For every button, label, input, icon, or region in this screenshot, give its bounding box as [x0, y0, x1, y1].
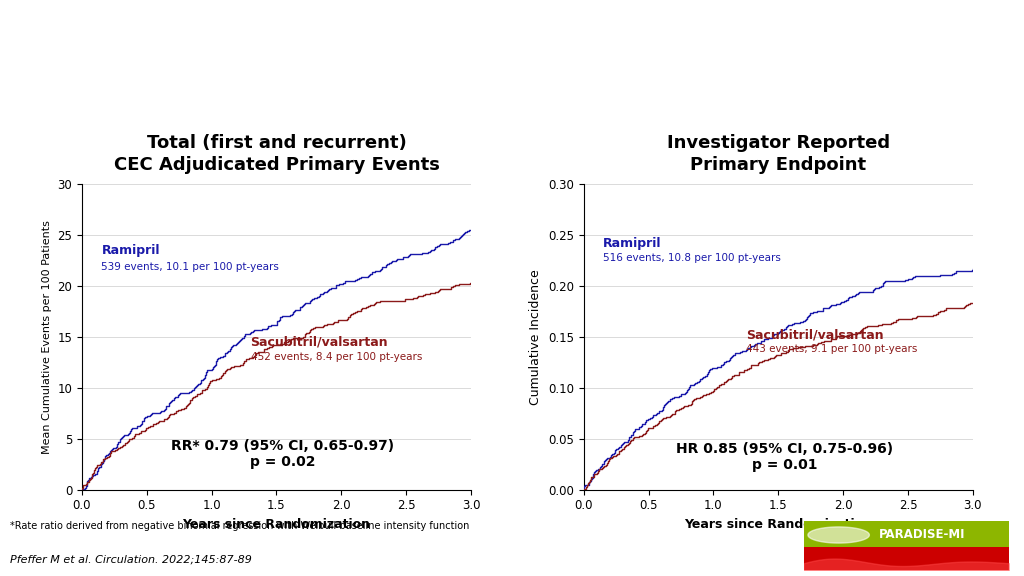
X-axis label: Years since Randomization: Years since Randomization [684, 518, 872, 531]
Bar [804, 547, 1009, 570]
Text: PARADISE-MI: PARADISE-MI [880, 529, 966, 541]
X-axis label: Years since Randomization: Years since Randomization [182, 518, 371, 531]
Text: 443 events, 9.1 per 100 pt-years: 443 events, 9.1 per 100 pt-years [745, 344, 918, 354]
Text: *Rate ratio derived from negative binomial regression with Weibull baseline inte: *Rate ratio derived from negative binomi… [10, 521, 470, 531]
Text: 539 events, 10.1 per 100 pt-years: 539 events, 10.1 per 100 pt-years [101, 262, 280, 272]
Title: Total (first and recurrent)
CEC Adjudicated Primary Events: Total (first and recurrent) CEC Adjudica… [114, 134, 439, 175]
Polygon shape [808, 527, 869, 543]
Title: Investigator Reported
Primary Endpoint: Investigator Reported Primary Endpoint [667, 134, 890, 175]
Y-axis label: Mean Cumulative Events per 100 Patients: Mean Cumulative Events per 100 Patients [42, 220, 52, 454]
Text: Sacubitril/valsartan: Sacubitril/valsartan [745, 329, 884, 342]
Text: RR* 0.79 (95% CI, 0.65-0.97)
p = 0.02: RR* 0.79 (95% CI, 0.65-0.97) p = 0.02 [171, 439, 394, 469]
Text: 452 events, 8.4 per 100 pt-years: 452 events, 8.4 per 100 pt-years [251, 353, 422, 362]
Text: 516 events, 10.8 per 100 pt-years: 516 events, 10.8 per 100 pt-years [603, 253, 781, 263]
Text: Pfeffer M et al. Circulation. 2022;145:87-89: Pfeffer M et al. Circulation. 2022;145:8… [10, 554, 252, 564]
Y-axis label: Cumulative Incidence: Cumulative Incidence [529, 269, 543, 405]
Text: HR 0.85 (95% CI, 0.75-0.96)
p = 0.01: HR 0.85 (95% CI, 0.75-0.96) p = 0.01 [676, 442, 893, 472]
Text: Sacubitril/valsartan: Sacubitril/valsartan [251, 335, 388, 348]
Bar [804, 521, 1009, 547]
Text: Ramipril: Ramipril [603, 237, 662, 251]
Text: Ramipril: Ramipril [101, 244, 160, 256]
